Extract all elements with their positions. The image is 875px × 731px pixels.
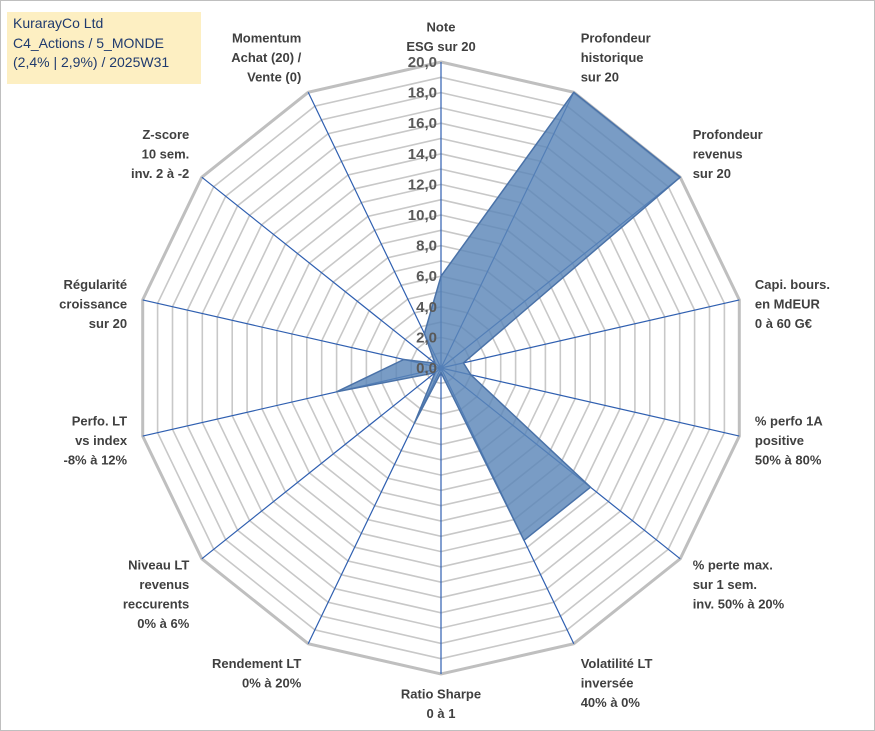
radar-axis-label-line: vs index <box>75 433 128 448</box>
radar-axis-label-line: 0 à 1 <box>427 706 456 721</box>
radar-axis-label: Z-score 10 sem. inv. 2 à -2 <box>131 127 189 181</box>
radar-axis-labels: Note ESG sur 20 Profondeur historique sur 20… <box>59 20 830 722</box>
radar-axis-label-line: sur 20 <box>693 166 731 181</box>
radar-axis-label-line: inv. 2 à -2 <box>131 166 189 181</box>
radar-tick-labels: 0,0 2,0 4,0 6,0 8,0 10,0 12,0 14,0 16,0 18,0 20,0 <box>408 54 437 377</box>
radar-axis-label-line: ESG sur 20 <box>406 39 475 54</box>
radar-tick-label: 12,0 <box>408 176 437 193</box>
radar-spoke <box>142 299 442 369</box>
radar-axis-label-line: Momentum <box>232 30 301 45</box>
radar-axis-label-line: % perfo 1A <box>755 413 824 428</box>
radar-axis-label-line: en MdEUR <box>755 297 821 312</box>
radar-axis-label: Momentum Achat (20) / Vente (0) <box>231 30 301 84</box>
radar-axis-label-line: Profondeur <box>581 30 651 45</box>
radar-tick-label: 0,0 <box>416 360 437 377</box>
radar-axis-label: Régularité croissance sur 20 <box>59 277 127 331</box>
radar-axis-label: Profondeur revenus sur 20 <box>693 127 763 181</box>
radar-axis-label-line: sur 20 <box>581 69 619 84</box>
radar-tick-label: 8,0 <box>416 238 437 255</box>
radar-spoke <box>307 92 442 369</box>
radar-axis-label-line: Note <box>427 20 456 35</box>
radar-axis-label-line: Profondeur <box>693 127 763 142</box>
radar-axis-label-line: inv. 50% à 20% <box>693 596 785 611</box>
radar-axis-label-line: reccurents <box>123 596 189 611</box>
radar-axis-label-line: 40% à 0% <box>581 695 641 710</box>
radar-axis-label: Rendement LT 0% à 20% <box>212 656 302 691</box>
radar-axis-label-line: sur 20 <box>89 316 127 331</box>
radar-tick-label: 4,0 <box>416 299 437 316</box>
info-box: KurarayCo Ltd C4_Actions / 5_MONDE (2,4%… <box>7 12 201 84</box>
radar-axis-label-line: % perte max. <box>693 557 773 572</box>
info-category: C4_Actions / 5_MONDE <box>13 34 164 51</box>
radar-axis-label: Perfo. LT vs index -8% à 12% <box>64 413 128 467</box>
radar-tick-label: 2,0 <box>416 329 437 346</box>
radar-axis-label-line: 50% à 80% <box>755 452 822 467</box>
radar-axis-label-line: positive <box>755 433 804 448</box>
radar-axis-label-line: -8% à 12% <box>64 452 128 467</box>
radar-axis-label: Niveau LT revenus reccurents 0% à 6% <box>123 557 190 631</box>
radar-axis-label-line: 10 sem. <box>142 147 190 162</box>
radar-tick-label: 16,0 <box>408 115 437 132</box>
radar-axis-label-line: Z-score <box>142 127 189 142</box>
info-period: (2,4% | 2,9%) / 2025W31 <box>13 54 170 70</box>
radar-axis-label-line: Capi. bours. <box>755 277 830 292</box>
radar-axis-label: Profondeur historique sur 20 <box>581 30 651 84</box>
radar-spoke <box>440 299 740 369</box>
radar-axis-label-line: revenus <box>139 577 189 592</box>
radar-axis-label-line: Achat (20) / <box>231 50 301 65</box>
radar-axis-label: Capi. bours. en MdEUR 0 à 60 G€ <box>755 277 830 331</box>
radar-axis-label-line: sur 1 sem. <box>693 577 757 592</box>
radar-axis-label: % perte max. sur 1 sem. inv. 50% à 20% <box>693 557 785 611</box>
radar-axis-label-line: Ratio Sharpe <box>401 687 481 702</box>
radar-spoke <box>201 176 442 369</box>
radar-axis-label-line: Régularité <box>64 277 128 292</box>
radar-axis-label-line: revenus <box>693 147 743 162</box>
radar-series-area <box>335 91 681 542</box>
radar-axis-label-line: 0 à 60 G€ <box>755 316 812 331</box>
radar-axis-label-line: 0% à 20% <box>242 676 302 691</box>
radar-tick-label: 14,0 <box>408 146 437 163</box>
radar-spoke <box>440 367 740 437</box>
radar-axis-label-line: Niveau LT <box>128 557 189 572</box>
radar-series <box>335 91 681 542</box>
radar-axis-label-line: inversée <box>581 676 634 691</box>
radar-axis-label-line: croissance <box>59 297 127 312</box>
radar-tick-label: 10,0 <box>408 207 437 224</box>
radar-tick-label: 20,0 <box>408 54 437 71</box>
radar-axis-label: Volatilité LT inversée 40% à 0% <box>581 656 653 710</box>
radar-axis-label-line: Perfo. LT <box>72 413 127 428</box>
radar-axis-label-line: Rendement LT <box>212 656 301 671</box>
radar-spoke <box>201 367 442 560</box>
radar-axis-label-line: 0% à 6% <box>137 616 189 631</box>
radar-axis-label-line: Vente (0) <box>247 69 301 84</box>
radar-axis-label-line: historique <box>581 50 644 65</box>
radar-axis-label: Ratio Sharpe 0 à 1 <box>401 687 481 722</box>
radar-axis-label-line: Volatilité LT <box>581 656 653 671</box>
radar-axis-label: Note ESG sur 20 <box>406 20 475 55</box>
radar-tick-label: 18,0 <box>408 85 437 102</box>
info-company: KurarayCo Ltd <box>13 15 104 31</box>
radar-axis-label: % perfo 1A positive 50% à 80% <box>755 413 824 467</box>
radar-tick-label: 6,0 <box>416 268 437 285</box>
